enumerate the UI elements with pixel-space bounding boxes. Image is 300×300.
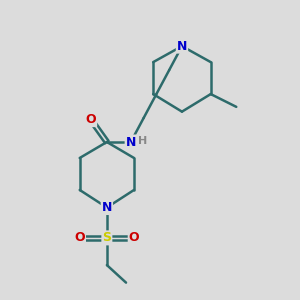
Text: O: O xyxy=(85,113,96,126)
Text: N: N xyxy=(102,201,112,214)
Text: H: H xyxy=(138,136,148,146)
Text: S: S xyxy=(102,231,111,244)
Text: O: O xyxy=(74,231,85,244)
Text: N: N xyxy=(177,40,187,52)
Text: O: O xyxy=(129,231,139,244)
Text: N: N xyxy=(126,136,136,148)
